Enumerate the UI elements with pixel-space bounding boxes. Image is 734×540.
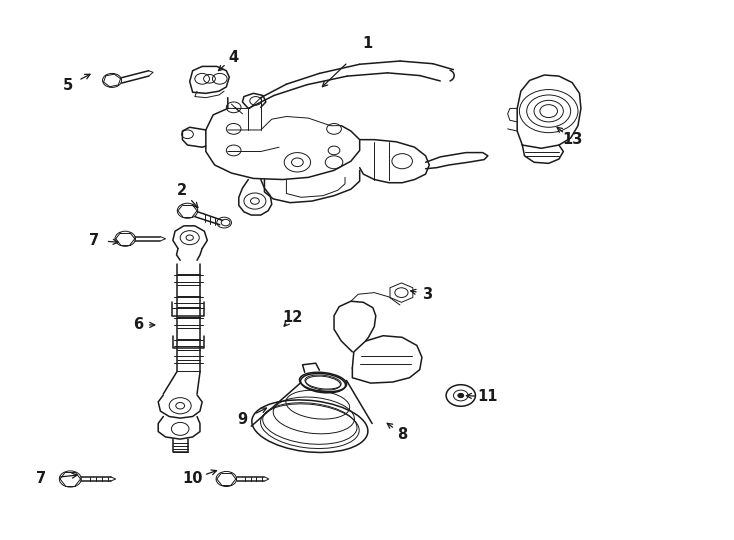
Text: 2: 2	[178, 183, 187, 198]
Text: 7: 7	[36, 471, 46, 487]
Text: 9: 9	[237, 412, 247, 427]
Text: 1: 1	[362, 36, 372, 51]
Text: 3: 3	[422, 287, 432, 302]
Text: 8: 8	[397, 427, 407, 442]
Text: 4: 4	[228, 50, 239, 65]
Text: 10: 10	[182, 471, 203, 487]
Text: 6: 6	[134, 318, 143, 333]
Text: 5: 5	[63, 78, 73, 93]
Text: 7: 7	[90, 233, 100, 248]
Text: 11: 11	[478, 389, 498, 404]
Circle shape	[458, 393, 464, 397]
Text: 13: 13	[562, 132, 582, 147]
Text: 12: 12	[282, 310, 302, 325]
